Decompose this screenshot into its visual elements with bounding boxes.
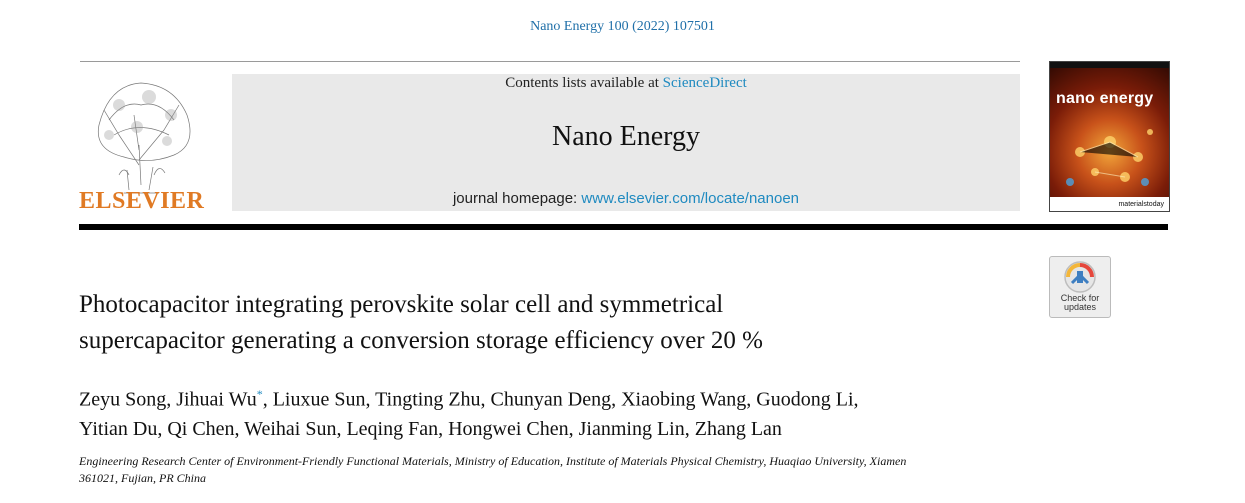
journal-name: Nano Energy — [552, 121, 700, 152]
affiliation-line-2: 361021, Fujian, PR China — [79, 471, 206, 485]
sciencedirect-link[interactable]: ScienceDirect — [662, 75, 747, 91]
elsevier-logo-text[interactable]: ELSEVIER — [79, 188, 205, 214]
authors-line-2: Yitian Du, Qi Chen, Weihai Sun, Leqing F… — [79, 417, 782, 440]
authors-line-1: Zeyu Song, Jihuai Wu*, Liuxue Sun, Tingt… — [79, 380, 1039, 415]
cover-top-strip — [1050, 62, 1169, 68]
authors-part-a: Zeyu Song, Jihuai Wu — [79, 388, 257, 411]
header-thick-divider — [79, 224, 1168, 230]
title-line-2: supercapacitor generating a conversion s… — [79, 327, 763, 354]
journal-header-box — [232, 74, 1020, 211]
crossmark-icon — [1064, 261, 1096, 293]
check-for-updates-button[interactable]: Check for updates — [1049, 256, 1111, 318]
corresponding-author-mark[interactable]: * — [256, 387, 263, 401]
cover-art — [1066, 129, 1153, 186]
homepage-line: journal homepage: www.elsevier.com/locat… — [232, 190, 1020, 207]
affiliation: Engineering Research Center of Environme… — [79, 453, 1039, 487]
authors-part-b: , Liuxue Sun, Tingting Zhu, Chunyan Deng… — [262, 388, 859, 411]
journal-cover-image[interactable]: nano energy materialstoday — [1049, 61, 1170, 212]
cover-footer-brand: materialstoday — [1116, 201, 1166, 208]
check-line2: updates — [1063, 302, 1097, 312]
title-line-1: Photocapacitor integrating perovskite so… — [79, 291, 724, 318]
journal-citation[interactable]: Nano Energy 100 (2022) 107501 — [530, 19, 715, 34]
elsevier-tree-icon — [97, 82, 191, 194]
check-line1: Check for — [1060, 293, 1100, 303]
journal-homepage-link[interactable]: www.elsevier.com/locate/nanoen — [581, 190, 800, 207]
article-title: Photocapacitor integrating perovskite so… — [79, 287, 1039, 359]
contents-line: Contents lists available at ScienceDirec… — [232, 75, 1020, 92]
cover-title: nano energy — [1056, 90, 1154, 107]
contents-prefix: Contents lists available at — [505, 75, 663, 91]
affiliation-line-1: Engineering Research Center of Environme… — [79, 454, 907, 468]
top-divider — [80, 61, 1020, 62]
author-list: Zeyu Song, Jihuai Wu*, Liuxue Sun, Tingt… — [79, 380, 1039, 444]
check-for-updates-label: Check for updates — [1050, 294, 1110, 312]
homepage-prefix: journal homepage: — [452, 190, 582, 207]
